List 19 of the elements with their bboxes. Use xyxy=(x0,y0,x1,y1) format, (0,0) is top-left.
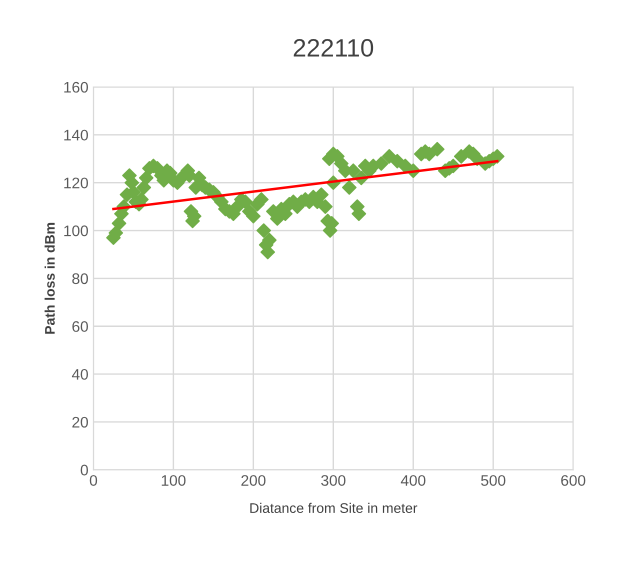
y-tick-label: 100 xyxy=(64,225,88,236)
y-tick-label: 120 xyxy=(64,178,88,188)
y-tick-label: 80 xyxy=(72,273,88,284)
y-tick-label: 160 xyxy=(64,82,88,93)
x-tick-label: 500 xyxy=(481,475,506,486)
y-tick-label: 20 xyxy=(72,416,88,428)
x-tick-label: 200 xyxy=(241,475,266,486)
y-tick-label: 40 xyxy=(72,368,88,380)
x-tick-label: 100 xyxy=(162,475,186,486)
y-axis-title: Path loss in dBm xyxy=(44,222,55,334)
x-tick-label: 600 xyxy=(561,475,586,486)
y-tick-label: 60 xyxy=(72,321,88,332)
x-tick-label: 400 xyxy=(400,475,426,486)
y-tick-label: 0 xyxy=(80,464,88,476)
chart-title: 222110 xyxy=(294,38,374,57)
x-tick-label: 0 xyxy=(90,475,98,486)
y-tick-label: 140 xyxy=(64,130,88,141)
x-axis-title: Diatance from Site in meter xyxy=(250,502,418,513)
x-tick-label: 300 xyxy=(321,475,346,486)
